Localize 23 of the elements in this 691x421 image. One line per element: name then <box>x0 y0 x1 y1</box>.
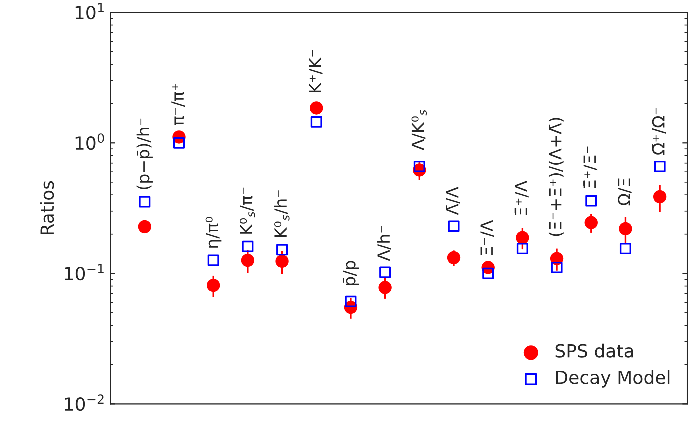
x-tick-label: Ξ̄⁺/Λ <box>514 180 529 216</box>
x-tick-label: K⁰$_{s}$/h⁻ <box>274 190 290 238</box>
x-tick-label: Ω̄⁺/Ω⁻ <box>652 108 666 155</box>
x-tick-label: K⁺/K⁻ <box>309 50 323 93</box>
legend-label: Decay Model <box>556 370 670 388</box>
y-axis-title: Ratios <box>40 181 54 234</box>
x-tick-label: K⁰$_{s}$/π⁻ <box>240 188 256 234</box>
x-tick-label: η/π⁰ <box>206 217 222 248</box>
x-tick-label: Ξ̄⁺/Ξ⁻ <box>584 146 598 188</box>
y-tick-label: 10$^{1}$ <box>76 3 104 20</box>
y-tick-label: 10$^{−1}$ <box>65 264 104 281</box>
x-tick-label: Ω/Ξ <box>618 178 632 206</box>
x-tick-label: π⁻/π⁺ <box>172 84 186 126</box>
x-tick-label: Λ/h⁻ <box>377 226 392 262</box>
y-tick-label: 10$^{0}$ <box>76 134 104 150</box>
x-tick-label: (p−p̄)/h⁻ <box>136 118 153 190</box>
x-tick-label: Λ/K⁰$_{s}$ <box>412 110 428 151</box>
y-tick-label: 10$^{−2}$ <box>65 394 104 412</box>
x-tick-label: Ξ⁻/Λ <box>480 220 494 255</box>
x-tick-label: (Ξ⁻+Ξ̄⁺)/(Λ+Λ̄) <box>548 118 564 236</box>
x-tick-label: p̄/p <box>343 261 360 286</box>
legend-label: SPS data <box>556 344 634 358</box>
x-tick-label: Λ̄/Λ <box>446 187 460 216</box>
